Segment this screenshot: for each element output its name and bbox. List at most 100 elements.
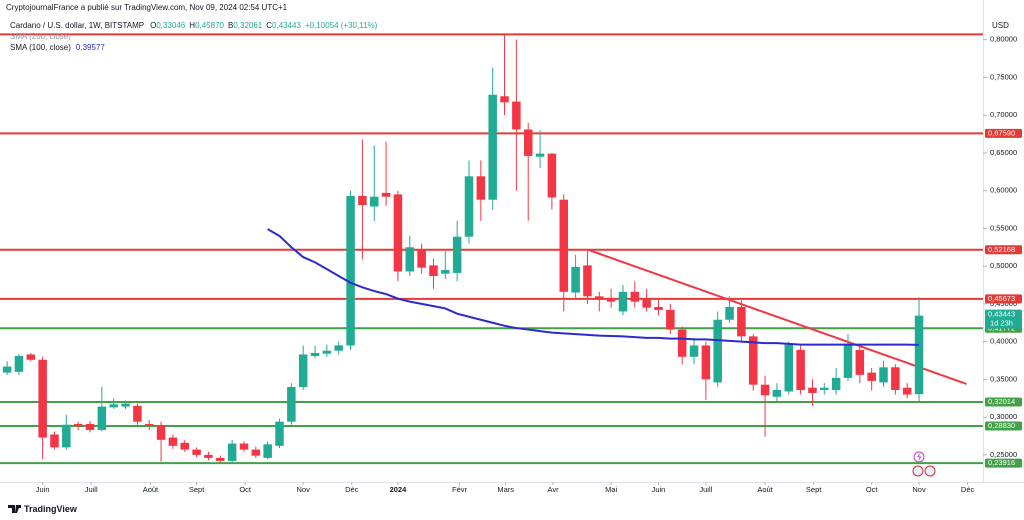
candle-body — [14, 355, 24, 372]
candle-body — [713, 319, 722, 383]
candle-body — [204, 454, 213, 458]
candle-body — [891, 367, 900, 390]
x-tick-label: Juill — [699, 485, 712, 494]
level-label-bg — [985, 421, 1022, 431]
candle-body — [452, 236, 462, 273]
candle-body — [441, 269, 450, 274]
x-tick-label: Mars — [497, 485, 514, 494]
event-icon-bolt — [917, 453, 922, 461]
x-tick-label: Sept — [806, 485, 822, 494]
indicator-value: 0,39577 — [76, 43, 105, 52]
candle-body — [97, 406, 107, 430]
price-label-bg — [985, 309, 1022, 329]
candle-body — [796, 349, 805, 390]
candle-body — [287, 386, 296, 422]
level-label: 0,28830 — [988, 421, 1015, 430]
candle-body — [180, 442, 190, 450]
candle-body — [121, 403, 130, 407]
candle-body — [85, 423, 95, 430]
level-label-bg — [985, 397, 1022, 407]
level-label-bg — [985, 245, 1022, 255]
x-tick-label: Nov — [912, 485, 926, 494]
x-tick-label: Mai — [605, 485, 617, 494]
candle-body — [239, 443, 249, 450]
indicator-legend: SMA (200, close) — [10, 32, 71, 41]
candle-body — [216, 457, 225, 461]
x-tick-label: Août — [757, 485, 773, 494]
candle-body — [50, 434, 59, 448]
event-flag — [912, 465, 924, 477]
y-tick-label: 0,75000 — [990, 72, 1017, 81]
candle-body — [701, 345, 711, 380]
candle-body — [654, 306, 663, 310]
level-label-bg — [985, 128, 1022, 138]
y-tick-label: 0,50000 — [990, 261, 1017, 270]
candle-body — [831, 377, 841, 390]
level-label: 0,23916 — [988, 458, 1015, 467]
candle-body — [618, 291, 628, 312]
x-tick-label: Oct — [239, 485, 252, 494]
candle-body — [606, 297, 616, 302]
x-tick-label: Juin — [652, 485, 666, 494]
candle-body — [559, 199, 568, 292]
countdown: 1d 23h — [990, 319, 1013, 328]
readout-value: 0,43443 — [272, 21, 301, 30]
y-tick-label: 0,45000 — [990, 299, 1017, 308]
footer-brand: TradingView — [24, 504, 78, 514]
readout-key: H — [189, 21, 195, 30]
candle-body — [73, 423, 83, 427]
readout-value: 0,45870 — [195, 21, 224, 30]
candle-body — [571, 266, 580, 293]
candle-body — [583, 265, 592, 297]
trendline — [587, 248, 967, 385]
candle-body — [310, 352, 320, 356]
event-icons — [912, 451, 936, 477]
x-tick-label: Avr — [548, 485, 560, 494]
x-tick-label: Déc — [345, 485, 359, 494]
x-tick-label: Nov — [297, 485, 311, 494]
candle-body — [914, 315, 924, 395]
symbol-title: Cardano / U.S. dollar, 1W, BITSTAMP — [10, 21, 144, 30]
readout-key: O — [150, 21, 156, 30]
level-label: 0,67590 — [988, 128, 1015, 137]
candle-body — [666, 309, 675, 330]
source-note: CryptojournalFrance a publié sur Trading… — [6, 3, 288, 12]
candle-body — [358, 195, 367, 205]
candle-body — [523, 129, 533, 156]
candle-body — [689, 345, 699, 357]
readout-change: +0,10054 (+30,11%) — [305, 21, 378, 30]
price-axis: 0,25000 0,30000 0,35000 0,40000 0,45000 0,500… — [983, 35, 1022, 468]
candle-body — [275, 421, 284, 446]
candle-body — [429, 265, 438, 276]
candle-body — [298, 354, 308, 387]
y-tick-label: 0,80000 — [990, 35, 1017, 44]
x-tick-label: Août — [143, 485, 159, 494]
level-label: 0,45673 — [988, 294, 1015, 303]
x-tick-label: Juill — [85, 485, 98, 494]
candle-body — [820, 387, 829, 390]
candle-body — [417, 249, 426, 268]
readout-key: B — [228, 21, 233, 30]
candle-body — [867, 372, 876, 381]
candle-body — [346, 195, 355, 346]
candle-body — [464, 176, 474, 237]
event-flag — [924, 465, 936, 477]
candle-body — [808, 387, 817, 393]
candle-body — [168, 437, 178, 446]
y-tick-label: 0,70000 — [990, 110, 1017, 119]
y-tick-label: 0,60000 — [990, 186, 1017, 195]
candle-body — [855, 349, 865, 375]
candle-body — [144, 423, 154, 426]
y-tick-label: 0,40000 — [990, 337, 1017, 346]
readout-value: 0,33046 — [156, 21, 185, 30]
candle-body — [879, 367, 888, 383]
candle-body — [725, 306, 734, 320]
x-tick-label: Oct — [866, 485, 879, 494]
level-label: 0,32014 — [988, 397, 1015, 406]
logo-icon — [8, 505, 21, 513]
level-label-bg — [985, 294, 1022, 304]
y-tick-label: 0,30000 — [990, 412, 1017, 421]
